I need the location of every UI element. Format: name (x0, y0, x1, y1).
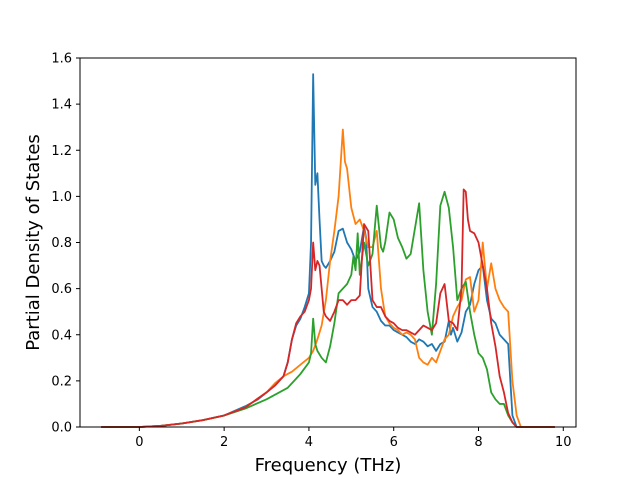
y-tick-label: 1.0 (51, 190, 72, 205)
y-tick-label: 0.0 (51, 421, 72, 436)
x-axis: 0 2 4 6 8 10 (135, 427, 572, 450)
series-layer (101, 73, 555, 428)
series-line-2 (101, 128, 555, 428)
x-tick-label: 8 (474, 435, 482, 450)
x-tick-label: 0 (135, 435, 143, 450)
x-tick-label: 6 (390, 435, 398, 450)
y-tick-label: 0.6 (51, 282, 72, 297)
y-tick-label: 1.4 (51, 98, 72, 113)
y-axis: 0.0 0.2 0.4 0.6 0.8 1.0 1.2 1.4 1.6 (51, 52, 80, 436)
x-axis-label: Frequency (THz) (255, 455, 402, 476)
x-tick-label: 2 (220, 435, 228, 450)
y-tick-label: 0.8 (51, 236, 72, 251)
x-tick-label: 10 (555, 435, 572, 450)
plot-background (80, 58, 576, 427)
series-line-3 (101, 190, 555, 428)
y-tick-label: 0.4 (51, 328, 72, 343)
y-tick-label: 0.2 (51, 374, 72, 389)
y-axis-label: Partial Density of States (23, 134, 44, 351)
y-tick-label: 1.6 (51, 52, 72, 67)
series-line-4 (101, 188, 555, 428)
y-tick-label: 1.2 (51, 144, 72, 159)
x-tick-label: 4 (305, 435, 313, 450)
